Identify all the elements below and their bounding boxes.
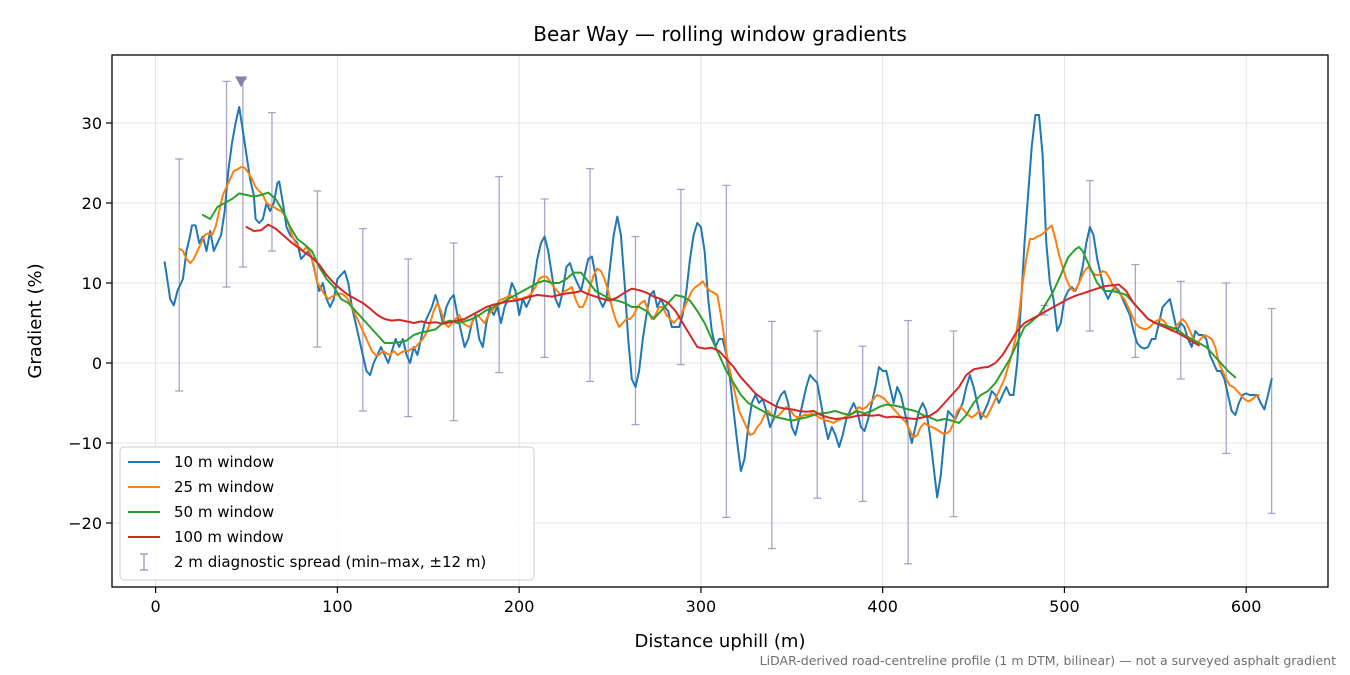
- spread-errorbar: [1131, 263, 1140, 359]
- series-line-w10: [163, 106, 1273, 499]
- legend-label: 25 m window: [174, 478, 274, 496]
- x-axis-label: Distance uphill (m): [635, 631, 806, 652]
- legend-item-w50: 50 m window: [128, 503, 274, 521]
- series-line-w100: [245, 223, 1200, 420]
- legend-item-w10: 10 m window: [128, 453, 274, 471]
- y-tick-label: −10: [68, 434, 102, 453]
- legend-item-w25: 25 m window: [128, 478, 274, 496]
- y-tick-label: 30: [82, 114, 102, 133]
- chart-title: Bear Way — rolling window gradients: [533, 22, 907, 46]
- y-tick-label: −20: [68, 514, 102, 533]
- plot-frame: [111, 54, 1329, 588]
- x-tick-label: 0: [151, 597, 161, 616]
- spread-errorbar: [404, 258, 413, 418]
- peak-marker: [235, 76, 248, 88]
- spread-errorbar: [267, 111, 276, 252]
- spread-errorbar: [586, 167, 595, 383]
- spread-errorbar: [767, 320, 776, 550]
- grid: [112, 55, 1328, 587]
- series-line-w25: [178, 166, 1260, 439]
- legend-box: [119, 446, 535, 581]
- footnote: LiDAR-derived road-centreline profile (1…: [760, 653, 1336, 668]
- spread-errorbar: [1267, 307, 1276, 515]
- y-axis-label: Gradient (%): [25, 263, 46, 378]
- x-tick-label: 200: [504, 597, 535, 616]
- series-line-w50: [201, 191, 1237, 424]
- spread-errorbar: [858, 345, 867, 503]
- spread-errorbar: [631, 235, 640, 426]
- legend-label: 10 m window: [174, 453, 274, 471]
- axis-ticks: 0 100 200 300 400 500 600 −20 −10 0 10 20 30: [68, 114, 1261, 616]
- x-tick-label: 100: [322, 597, 353, 616]
- y-tick-label: 20: [82, 194, 102, 213]
- spread-errorbar: [313, 190, 322, 348]
- legend: 10 m window 25 m window 50 m window 100 m w…: [119, 446, 535, 581]
- x-tick-label: 300: [686, 597, 717, 616]
- spread-errorbar: [1176, 280, 1185, 380]
- legend-item-spread: 2 m diagnostic spread (min–max, ±12 m): [140, 553, 486, 571]
- legend-label: 2 m diagnostic spread (min–max, ±12 m): [174, 553, 486, 571]
- x-tick-label: 600: [1231, 597, 1262, 616]
- legend-label: 100 m window: [174, 528, 284, 546]
- spread-errorbar: [175, 158, 184, 392]
- x-tick-label: 400: [867, 597, 898, 616]
- series-layer: [163, 76, 1276, 565]
- x-tick-label: 500: [1049, 597, 1080, 616]
- y-tick-label: 10: [82, 274, 102, 293]
- legend-item-w100: 100 m window: [128, 528, 284, 546]
- spread-errorbar: [449, 242, 458, 422]
- spread-errorbar: [1085, 179, 1094, 332]
- spread-errorbar: [676, 188, 685, 366]
- legend-label: 50 m window: [174, 503, 274, 521]
- spread-errorbar: [904, 319, 913, 565]
- y-tick-label: 0: [92, 354, 102, 373]
- spread-errorbar: [540, 198, 549, 359]
- spread-errorbar: [495, 175, 504, 374]
